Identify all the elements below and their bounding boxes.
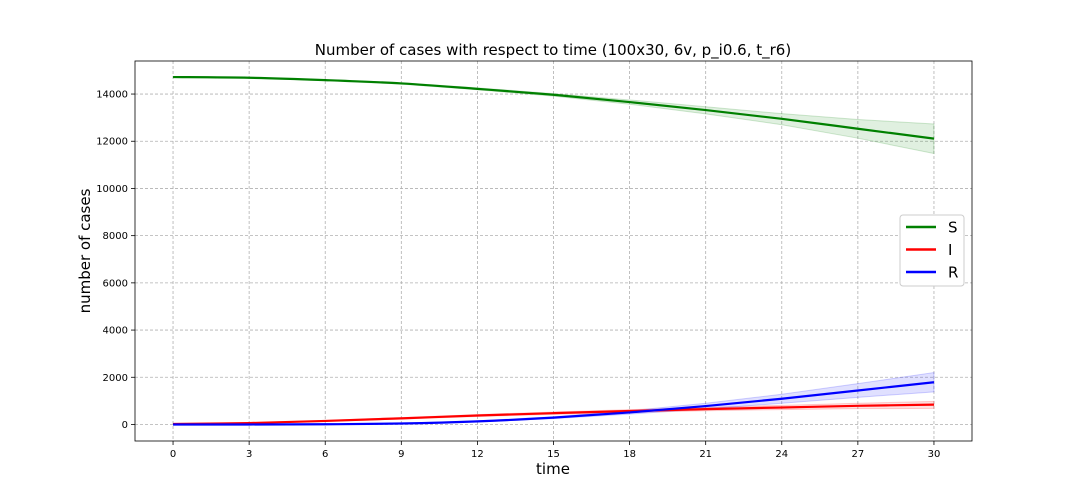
x-tick-label: 24	[775, 449, 788, 460]
legend: SIR	[899, 214, 965, 287]
y-axis-ticks: 0 2000 4000 6000 8000 10000 12000 14000	[96, 90, 135, 431]
x-tick-label: 21	[699, 449, 712, 460]
x-tick-label: 27	[851, 449, 864, 460]
series-line-r	[173, 381, 935, 426]
y-tick-label: 8000	[103, 231, 128, 242]
grid	[135, 61, 972, 441]
x-tick-label: 0	[170, 449, 176, 460]
x-tick-label: 3	[246, 449, 252, 460]
x-tick-label: 6	[322, 449, 328, 460]
series-line-i	[173, 403, 934, 426]
x-tick-label: 12	[471, 449, 484, 460]
y-tick-label: 14000	[96, 90, 128, 101]
x-tick-label: 30	[928, 449, 941, 460]
legend-label-s: S	[948, 219, 958, 237]
y-axis-label: number of cases	[76, 188, 94, 313]
chart-title: Number of cases with respect to time (10…	[315, 41, 791, 60]
x-tick-label: 18	[623, 449, 636, 460]
x-axis-label: time	[536, 460, 570, 478]
x-axis-ticks: 0 3 6 9 12 15 18 21 24 27 30	[170, 441, 940, 460]
y-tick-label: 4000	[103, 326, 128, 337]
series-line-s	[173, 75, 935, 140]
legend-label-r: R	[948, 264, 958, 282]
x-tick-label: 9	[398, 449, 404, 460]
x-tick-label: 15	[547, 449, 560, 460]
y-tick-label: 0	[122, 420, 128, 431]
y-tick-label: 2000	[103, 373, 128, 384]
y-tick-label: 6000	[103, 278, 128, 289]
legend-label-i: I	[948, 241, 952, 259]
series-lines	[173, 75, 935, 426]
y-tick-label: 10000	[96, 184, 128, 195]
y-tick-label: 12000	[96, 137, 128, 148]
